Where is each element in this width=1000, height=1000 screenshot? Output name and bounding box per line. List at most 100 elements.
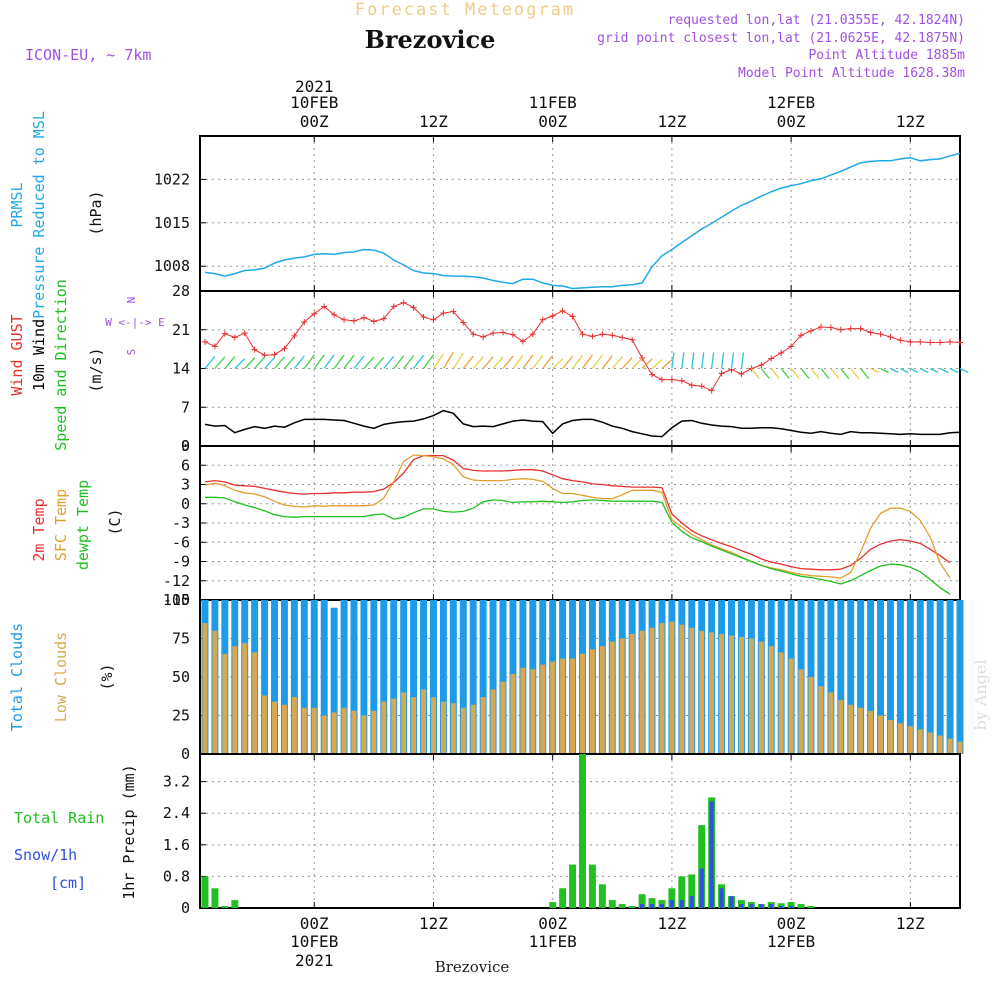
gust-marker [350, 317, 357, 324]
total-cloud-bar [261, 600, 269, 754]
low-cloud-bar [550, 661, 556, 754]
y-tick-label: 0.8 [163, 867, 190, 885]
low-cloud-bar [798, 669, 804, 754]
wind-arrow [264, 356, 276, 369]
low-cloud-bar [937, 735, 943, 754]
gust-marker [221, 330, 228, 337]
y-tick-label: 1022 [154, 170, 190, 188]
gust-marker [768, 355, 775, 362]
rain-bar [221, 906, 229, 908]
sfc-label: SFC Temp [52, 489, 70, 561]
low-cloud-bar [391, 698, 397, 754]
bottom-year-label: 2021 [295, 951, 334, 970]
low-cloud-bar [818, 686, 824, 754]
top-date-label: 10FEB [290, 93, 338, 112]
rain-bar [201, 876, 209, 908]
gust-marker [500, 329, 507, 336]
wind-arrow [681, 352, 685, 369]
gust-marker [817, 323, 824, 330]
wind-arrow [591, 354, 603, 369]
pressure-label-1: PRMSL [8, 182, 26, 227]
wind-arrow [522, 354, 534, 369]
total-cloud-bar [479, 600, 487, 754]
snow-bar [659, 904, 665, 908]
y-tick-label: 75 [172, 630, 190, 648]
wind-arrow [701, 352, 705, 369]
low-cloud-bar [768, 646, 774, 754]
snow-bar [739, 904, 744, 908]
gust-marker [837, 326, 844, 333]
y-tick-label: 9 [181, 437, 190, 455]
dewpt-label: dewpt Temp [74, 480, 92, 570]
total-cloud-bar [429, 600, 437, 754]
wind-arrow [452, 352, 464, 369]
gust-marker [529, 331, 536, 338]
gust-marker [589, 333, 596, 340]
gust-marker [927, 339, 934, 346]
low-cloud-bar [947, 738, 953, 754]
y-tick-label: -9 [172, 553, 190, 571]
bottom-time-label: 00Z [300, 914, 329, 933]
wind-arrow [234, 358, 246, 369]
location-title: Brezovice [365, 25, 496, 54]
wind-arrow [601, 355, 613, 369]
gust-marker [360, 314, 367, 321]
wind10m-label: 10m Wind [30, 319, 48, 391]
top-time-label: 12Z [896, 112, 925, 131]
pressure-label-2: Pressure Reduced to MSL [30, 111, 48, 319]
gust-marker [827, 324, 834, 331]
wind-arrow [840, 368, 850, 379]
gust-marker [400, 299, 407, 306]
gust-marker [211, 343, 218, 350]
low-cloud-bar [272, 701, 277, 754]
total-cloud-bar [420, 600, 428, 754]
total-cloud-bar [936, 600, 944, 754]
total-clouds-label: Total Clouds [8, 623, 26, 731]
gust-marker [430, 316, 437, 323]
low-cloud-bar [460, 707, 466, 754]
rain-bar [598, 884, 606, 908]
gust-marker [579, 331, 586, 338]
cloud-unit: (%) [98, 663, 116, 690]
wind-arrow [939, 367, 949, 374]
compass-we: W <-|-> E [105, 316, 165, 329]
wind-arrow [651, 359, 663, 369]
wind-arrow [353, 355, 365, 369]
rain-bar [549, 902, 557, 908]
wind-arrow [710, 352, 715, 369]
gust-marker [708, 387, 715, 394]
y-tick-label: 0 [181, 745, 190, 763]
gust-marker [947, 338, 954, 345]
low-cloud-bar [838, 700, 844, 754]
total-cloud-bar [837, 600, 845, 754]
wind-arrow [283, 356, 295, 369]
wind-arrow [800, 368, 810, 379]
rain-bar [797, 904, 805, 908]
requested-coords: requested lon,lat (21.0355E, 42.1824N) [668, 13, 965, 28]
wind-arrow [720, 352, 725, 369]
total-cloud-bar [439, 600, 447, 754]
gust-marker [738, 371, 745, 378]
gust-marker [519, 338, 526, 345]
total-cloud-bar [896, 600, 904, 754]
wind-arrow [323, 354, 335, 369]
gust-marker [390, 303, 397, 310]
rain-bar [579, 754, 586, 908]
gust-marker [887, 333, 894, 340]
total-cloud-bar [499, 600, 507, 754]
low-cloud-bar [589, 649, 595, 754]
wind-arrow [949, 367, 959, 374]
wind-arrow [691, 352, 695, 369]
wind-arrow [244, 357, 256, 369]
low-cloud-bar [788, 658, 794, 754]
low-cloud-bar [907, 726, 913, 754]
wind-arrow [224, 356, 236, 369]
top-time-label: 12Z [657, 112, 686, 131]
y-tick-label: 6 [181, 456, 190, 474]
low-cloud-bar [470, 704, 476, 754]
wind-arrow [770, 368, 780, 379]
low-cloud-bar [897, 723, 903, 754]
low-cloud-bar [748, 638, 754, 754]
wind-arrow [373, 356, 385, 369]
snow-bar [749, 904, 754, 908]
